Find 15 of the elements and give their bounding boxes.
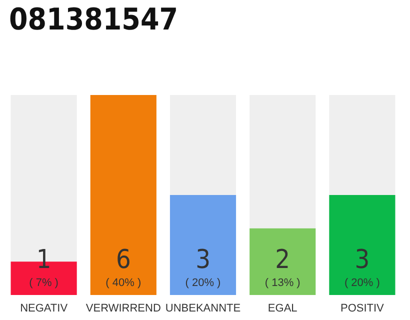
annotation: ( 20% )	[344, 277, 380, 289]
annotation: ( 13% )	[264, 277, 300, 289]
annotation: ( 7% )	[29, 277, 58, 289]
x-tick-label: POSITIV	[340, 302, 385, 314]
x-tick-label: VERWIRREND	[86, 302, 161, 314]
chart-title: 081381547	[9, 2, 178, 38]
data-label: 2	[275, 245, 290, 275]
annotation: ( 20% )	[185, 277, 221, 289]
data-label: 6	[116, 245, 131, 275]
data-label: 3	[354, 245, 370, 275]
x-tick-label: NEGATIV	[20, 302, 68, 314]
data-label: 3	[196, 245, 210, 275]
x-tick-label: UNBEKANNTE	[165, 302, 241, 314]
x-tick-label: EGAL	[268, 302, 298, 314]
annotation: ( 40% )	[106, 277, 142, 289]
